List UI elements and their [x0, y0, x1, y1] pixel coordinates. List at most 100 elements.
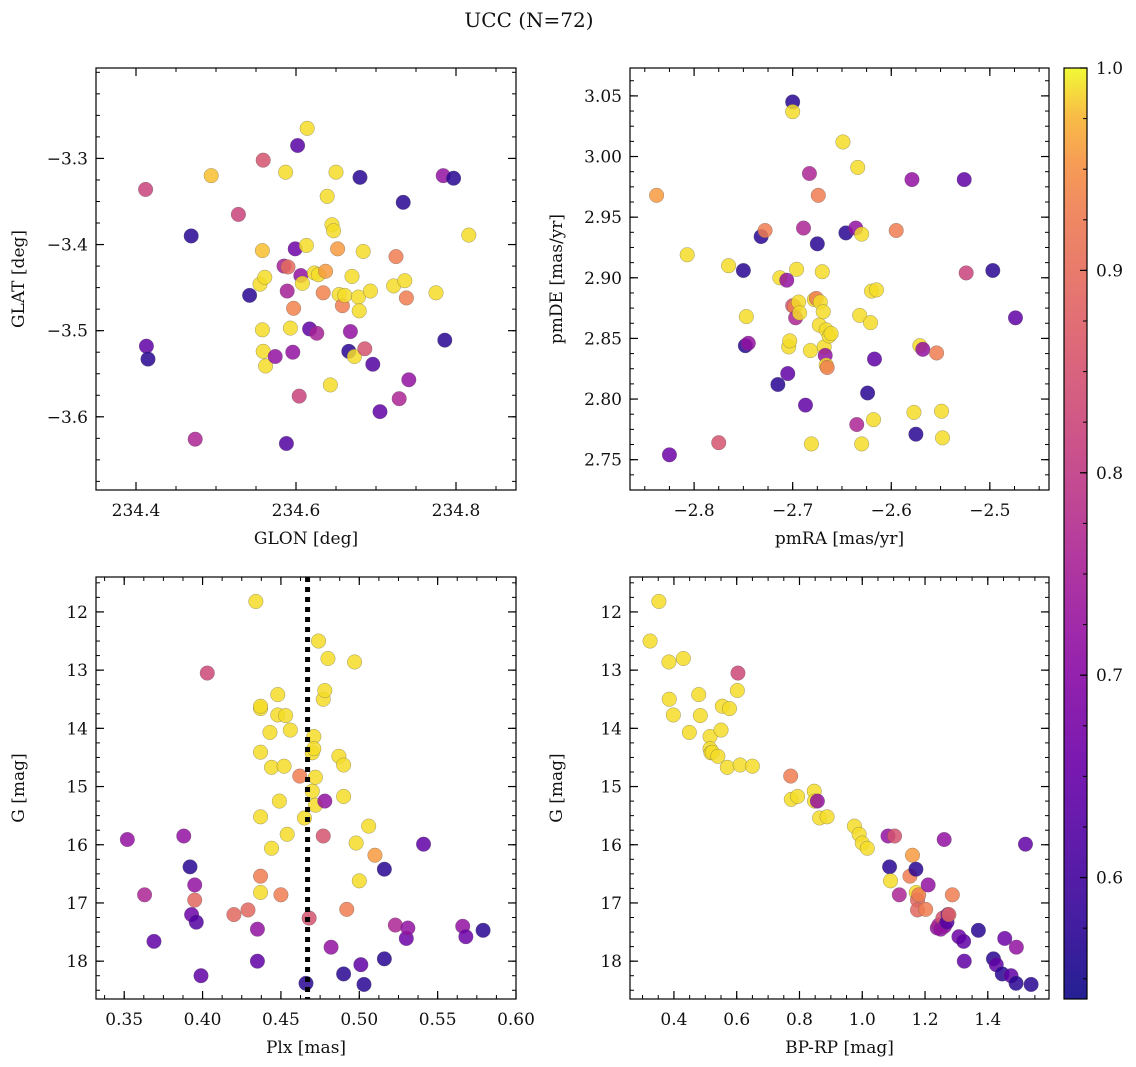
data-point [362, 283, 378, 299]
y-axis-label: G [mag] [9, 753, 29, 822]
axes-frame [95, 67, 517, 491]
data-point [203, 168, 219, 184]
data-point [336, 757, 352, 773]
data-point [711, 435, 727, 451]
x-tick-label: 0.55 [419, 1010, 457, 1030]
points-plx [119, 593, 491, 992]
data-point [860, 385, 876, 401]
data-point [866, 351, 883, 367]
data-point [278, 164, 294, 180]
data-point [292, 768, 308, 784]
data-point [661, 447, 677, 463]
data-point [854, 226, 870, 242]
data-point [138, 338, 154, 354]
y-tick-label: 3.05 [584, 87, 622, 107]
data-point [428, 285, 444, 301]
data-point [721, 258, 737, 274]
data-point [790, 788, 806, 804]
data-point [253, 744, 269, 760]
data-point [789, 261, 805, 277]
data-point [882, 859, 898, 875]
data-point [255, 152, 271, 168]
data-point [326, 223, 342, 239]
colorbar-gradient [1063, 67, 1088, 1000]
data-point [400, 920, 416, 936]
data-point [146, 933, 162, 949]
data-point [318, 263, 334, 279]
data-point [187, 877, 203, 893]
data-point [809, 793, 825, 809]
y-tick-label: 3.00 [584, 148, 622, 168]
data-point [782, 333, 798, 349]
data-point [904, 172, 920, 188]
data-point [740, 335, 756, 351]
data-point [458, 929, 474, 945]
data-point [188, 914, 204, 930]
x-tick-label: −2.7 [772, 501, 813, 521]
data-point [307, 769, 323, 785]
data-point [226, 907, 242, 923]
data-point [815, 304, 831, 320]
y-tick-label: 15 [66, 778, 88, 798]
data-point [911, 887, 927, 903]
data-point [387, 917, 403, 933]
data-point [310, 633, 327, 649]
data-point [193, 968, 209, 984]
x-tick-label: 0.6 [723, 1010, 750, 1030]
data-point [810, 187, 826, 203]
data-point [397, 273, 413, 289]
y-tick-label: 14 [600, 719, 622, 739]
data-point [691, 687, 707, 703]
y-axis-label: pmDE [mas/yr] [547, 214, 567, 344]
x-tick-label: 0.40 [184, 1010, 222, 1030]
data-point [298, 237, 314, 253]
data-point [254, 243, 270, 259]
data-point [291, 388, 307, 404]
x-tick-label: −2.8 [673, 501, 714, 521]
data-point [249, 953, 265, 969]
data-point [803, 436, 819, 452]
data-point [336, 966, 352, 982]
y-tick-label: 12 [66, 603, 88, 623]
x-tick-label: −2.5 [969, 501, 1010, 521]
data-point [183, 228, 199, 244]
data-point [367, 847, 383, 863]
data-point [1023, 976, 1039, 992]
data-point [906, 404, 922, 420]
data-point [868, 282, 885, 298]
data-point [797, 397, 814, 413]
data-point [342, 323, 358, 340]
data-point [651, 593, 667, 609]
data-point [956, 172, 972, 188]
data-point [271, 793, 287, 809]
colorbar-tick-label: 0.6 [1096, 869, 1123, 889]
data-point [642, 633, 658, 649]
data-point [299, 120, 315, 136]
data-point [355, 243, 371, 259]
y-axis-label: GLAT [deg] [9, 230, 29, 328]
data-point [279, 283, 295, 299]
panel-cmd: 0.4 0.6 0.8 1.0 1.2 1.4 12 13 14 15 16 17 18 BP-RP [m… [547, 576, 1050, 1058]
data-point [279, 826, 295, 842]
data-point [262, 724, 278, 740]
data-point [401, 372, 417, 388]
data-point [257, 269, 273, 285]
data-point [391, 391, 407, 407]
x-tick-label: 0.50 [340, 1010, 378, 1030]
y-tick-label: 13 [600, 661, 622, 681]
data-point [356, 976, 372, 992]
y-tick-label: 2.90 [584, 269, 622, 289]
data-point [475, 922, 491, 938]
data-point [328, 164, 344, 180]
data-point [785, 104, 801, 120]
data-point [182, 859, 198, 875]
x-tick-label: 0.35 [105, 1010, 143, 1030]
data-point [361, 818, 377, 834]
data-point [461, 227, 477, 243]
y-tick-label: 14 [66, 719, 88, 739]
x-tick-label: 0.8 [786, 1010, 813, 1030]
data-point [783, 768, 799, 784]
data-point [249, 921, 265, 937]
data-point [351, 873, 367, 889]
data-point [346, 348, 362, 365]
